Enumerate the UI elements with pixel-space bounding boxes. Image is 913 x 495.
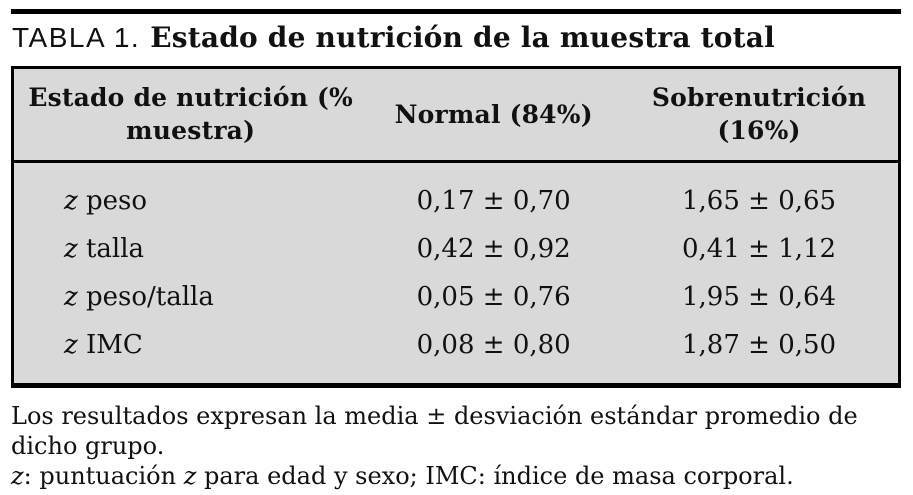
value-sobrenutricion: 0,41 ± 1,12	[681, 234, 837, 265]
table-title-text: Estado de nutrición de la muestra total	[150, 21, 775, 54]
value-sobrenutricion: 1,95 ± 0,64	[681, 282, 837, 313]
row-label-z: z	[64, 282, 78, 313]
nutrition-table: Estado de nutrición (% muestra) Normal (…	[11, 66, 901, 389]
value-normal: 0,42 ± 0,92	[416, 234, 571, 265]
footnote-text-part2: para edad y sexo; IMC: índice de masa co…	[196, 462, 794, 491]
top-rule	[11, 9, 901, 14]
row-label-text: peso	[77, 186, 147, 217]
row-label-text: talla	[77, 234, 145, 265]
row-label-text: peso/talla	[77, 282, 214, 313]
table-header: Estado de nutrición (% muestra) Normal (…	[12, 67, 900, 164]
page-title: TABLA 1. Estado de nutrición de la muestr…	[12, 21, 901, 54]
header-sobrenutricion-line2: (16%)	[717, 116, 801, 146]
value-sobrenutricion: 1,87 ± 0,50	[681, 330, 837, 361]
value-sobrenutricion: 1,65 ± 0,65	[681, 186, 837, 217]
footnote-results: Los resultados expresan la media ± desvi…	[11, 402, 858, 461]
footnote-z-symbol: z	[11, 462, 24, 491]
table-row-z-talla: z talla 0,42 ± 0,92 0,41 ± 1,12	[13, 225, 900, 273]
footnote-text-part1: : puntuación	[23, 462, 184, 491]
table-row-z-peso: z peso 0,17 ± 0,70 1,65 ± 0,65	[13, 162, 900, 226]
header-estado-line1: Estado de nutrición	[28, 83, 309, 113]
table-row-z-peso-talla: z peso/talla 0,05 ± 0,76 1,95 ± 0,64	[13, 273, 900, 321]
row-label: z peso/talla	[13, 273, 368, 321]
header-cell-sobrenutricion: Sobrenutrición (16%)	[620, 67, 900, 164]
row-label: z talla	[13, 225, 368, 273]
header-normal-line2: (84%)	[509, 99, 593, 129]
value-normal: 0,08 ± 0,80	[416, 330, 571, 361]
header-sobrenutricion-line1: Sobrenutrición	[651, 83, 867, 113]
row-label-text: IMC	[77, 330, 143, 361]
table-body: z peso 0,17 ± 0,70 1,65 ± 0,65 z talla 0…	[13, 162, 900, 386]
row-label: z peso	[13, 162, 368, 226]
table-number-label: TABLA 1.	[12, 22, 141, 53]
header-normal-line1: Normal	[394, 99, 501, 129]
table-row-z-imc: z IMC 0,08 ± 0,80 1,87 ± 0,50	[13, 321, 900, 386]
header-estado-line2: (% muestra)	[126, 83, 353, 146]
row-label: z IMC	[13, 321, 368, 386]
row-label-z: z	[64, 234, 78, 265]
footnote-z-symbol: z	[183, 462, 197, 491]
table-footnotes: Los resultados expresan la media ± desvi…	[11, 401, 900, 491]
header-cell-normal: Normal (84%)	[367, 67, 621, 164]
header-cell-estado: Estado de nutrición (% muestra)	[12, 67, 368, 164]
value-normal: 0,17 ± 0,70	[416, 186, 571, 217]
row-label-z: z	[64, 186, 78, 217]
row-label-z: z	[64, 330, 78, 361]
header-row: Estado de nutrición (% muestra) Normal (…	[12, 67, 900, 164]
footnote-abbreviations: z: puntuación z para edad y sexo; IMC: í…	[11, 461, 900, 491]
value-normal: 0,05 ± 0,76	[416, 282, 571, 313]
